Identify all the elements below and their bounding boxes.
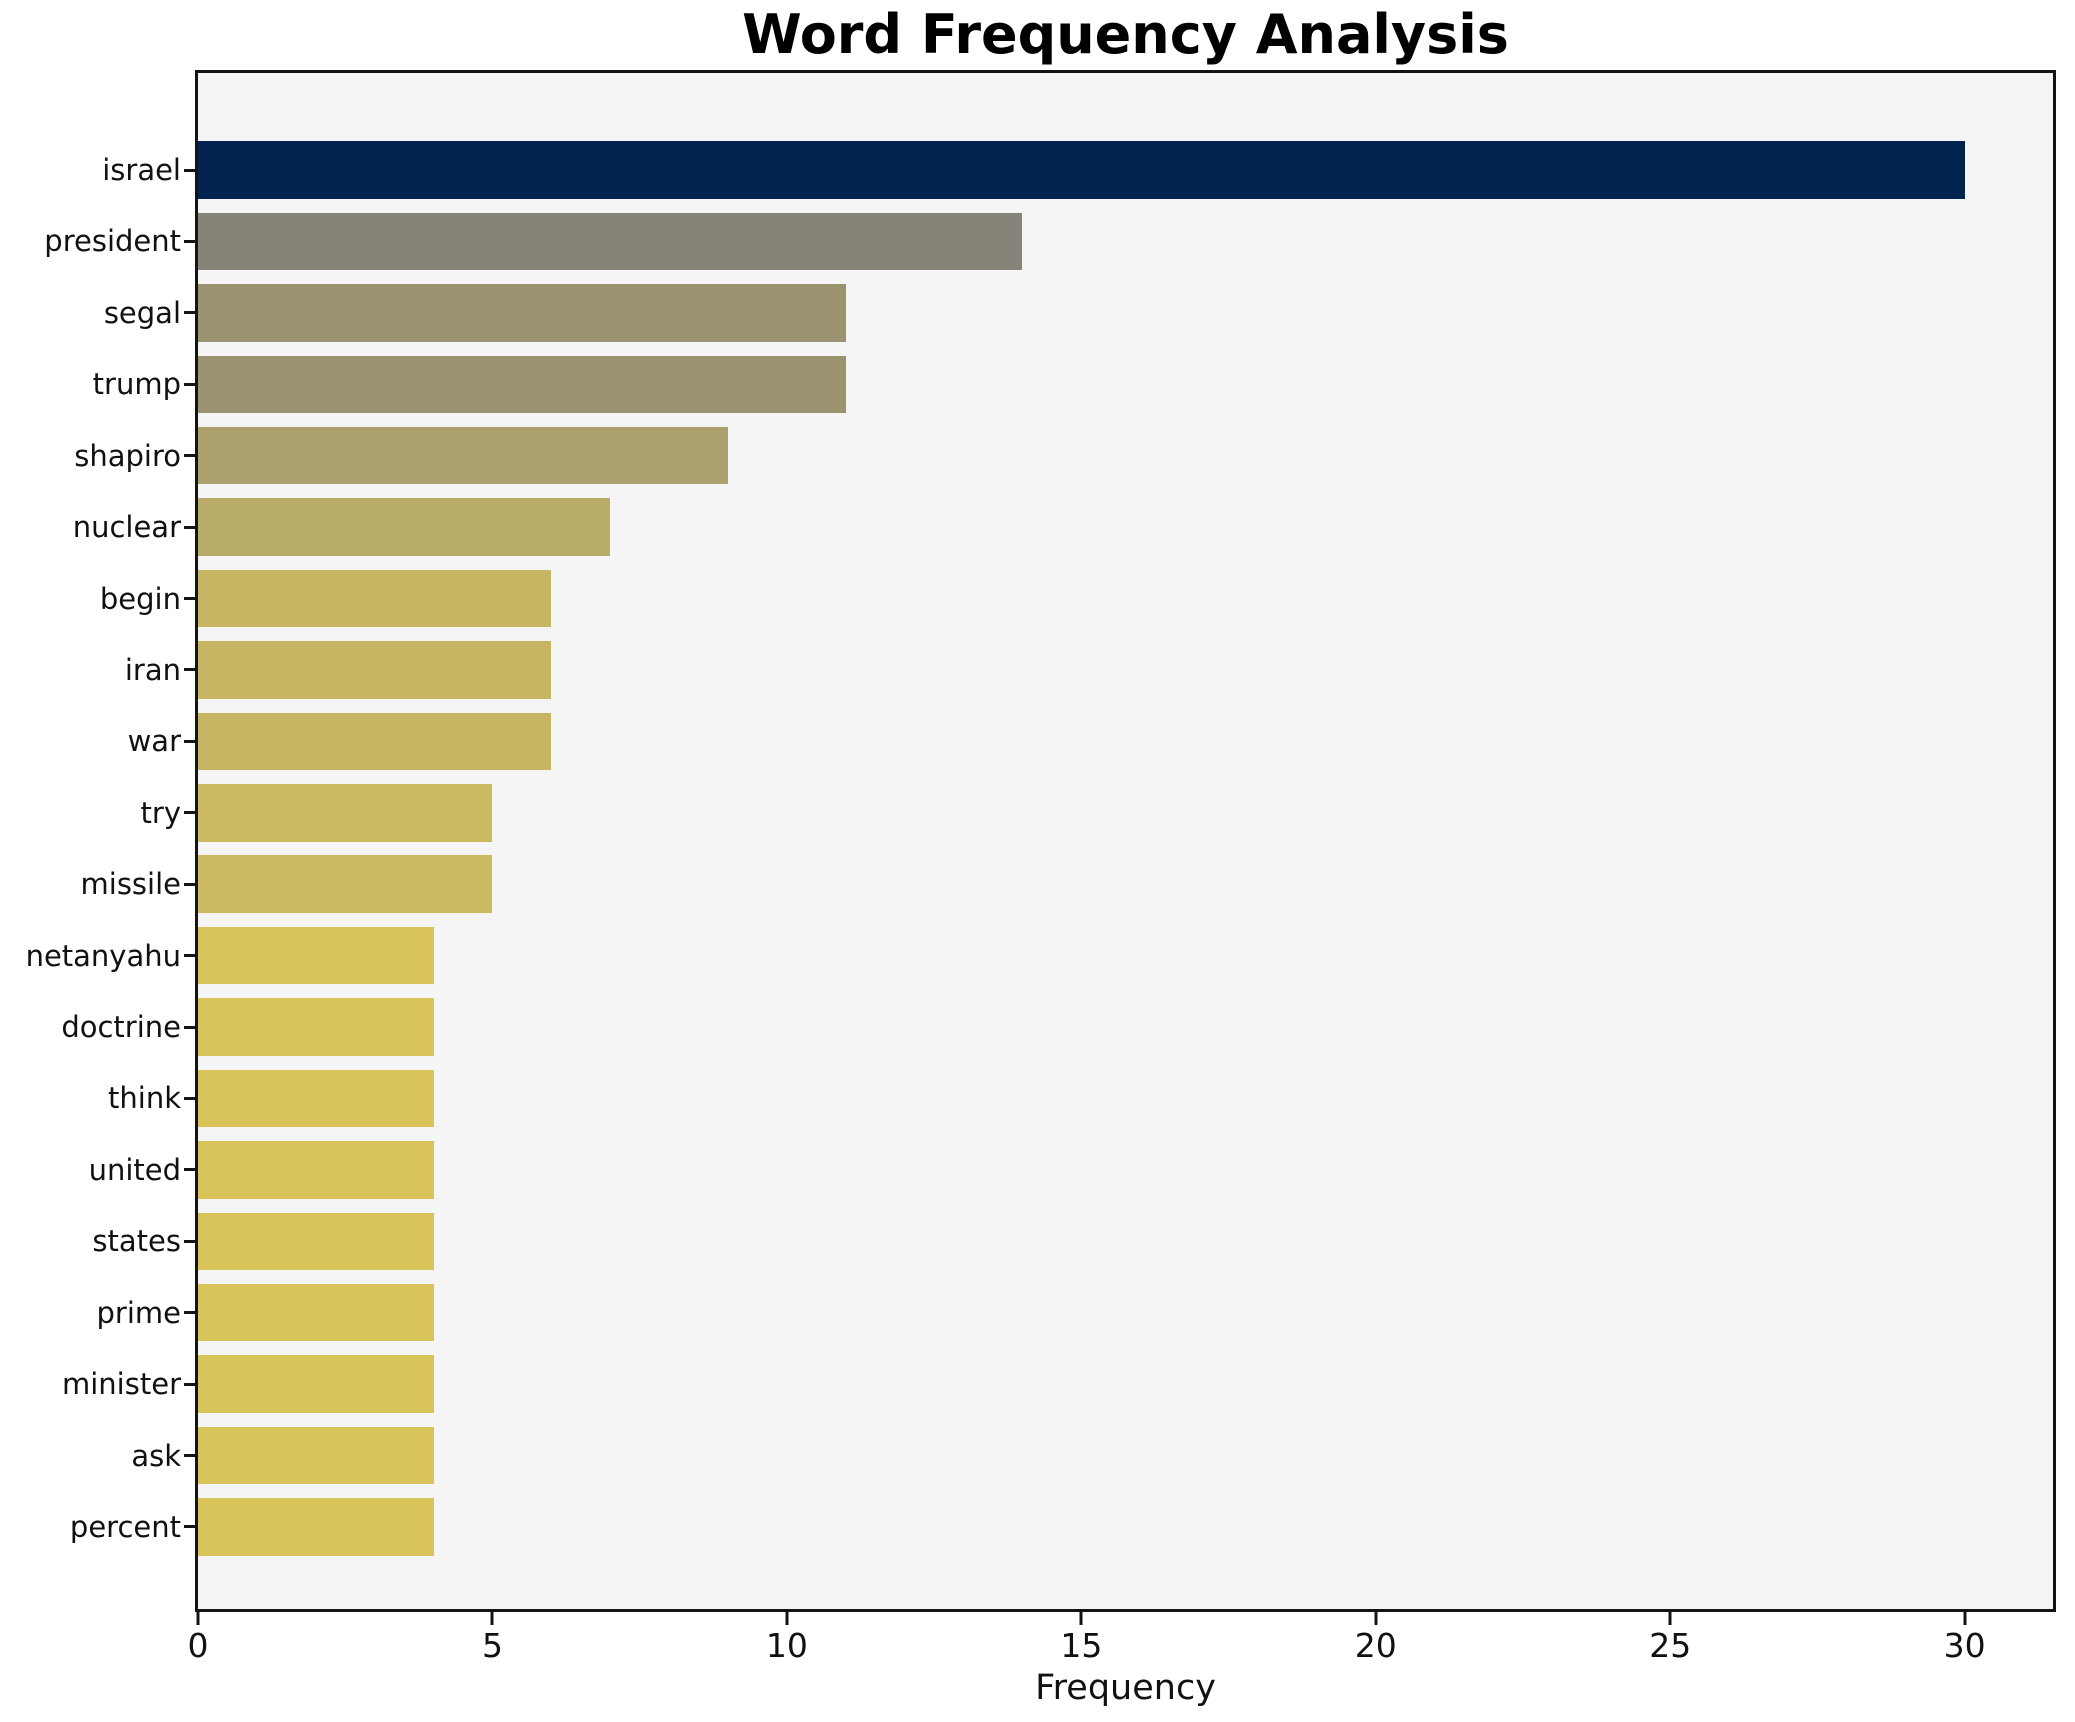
y-tick-label-missile: missile (80, 867, 181, 902)
bar-ask (198, 1426, 434, 1485)
y-tick-label-trump: trump (92, 367, 181, 402)
x-tick-mark (1374, 1612, 1378, 1625)
y-tick-mark (184, 1525, 195, 1529)
chart-title: Word Frequency Analysis (742, 3, 1509, 66)
y-tick-mark (184, 739, 195, 743)
y-tick-label-begin: begin (99, 581, 181, 616)
y-tick-label-netanyahu: netanyahu (25, 938, 181, 973)
bar-begin (198, 569, 552, 628)
y-tick-mark (184, 954, 195, 958)
y-tick-label-doctrine: doctrine (61, 1010, 181, 1045)
y-tick-label-united: united (88, 1152, 181, 1187)
bar-think (198, 1069, 434, 1128)
y-tick-mark (184, 1454, 195, 1458)
bar-trump (198, 355, 846, 413)
y-tick-label-states: states (92, 1224, 181, 1259)
bar-percent (198, 1498, 434, 1556)
y-tick-mark (184, 1096, 195, 1100)
y-tick-label-war: war (127, 724, 181, 759)
bar-states (198, 1212, 434, 1271)
bar-nuclear (198, 498, 611, 556)
bar-war (198, 712, 552, 771)
y-tick-label-ask: ask (131, 1438, 181, 1473)
x-tick-label-10: 10 (765, 1626, 808, 1665)
bar-president (198, 212, 1023, 271)
y-tick-label-try: try (140, 795, 181, 830)
x-tick-label-0: 0 (187, 1626, 209, 1665)
y-tick-mark (184, 1168, 195, 1172)
x-tick-mark (785, 1612, 789, 1625)
x-tick-label-20: 20 (1354, 1626, 1397, 1665)
bar-doctrine (198, 998, 434, 1056)
bar-missile (198, 855, 493, 913)
bar-united (198, 1141, 434, 1199)
y-tick-mark (184, 882, 195, 886)
x-tick-label-30: 30 (1943, 1626, 1986, 1665)
y-tick-label-prime: prime (96, 1295, 181, 1330)
x-tick-mark (1963, 1612, 1967, 1625)
y-tick-mark (184, 239, 195, 243)
x-tick-mark (1079, 1612, 1083, 1625)
y-tick-mark (184, 454, 195, 458)
bar-shapiro (198, 426, 728, 485)
y-tick-mark (184, 311, 195, 315)
x-tick-label-25: 25 (1649, 1626, 1692, 1665)
x-tick-label-15: 15 (1060, 1626, 1103, 1665)
bar-segal (198, 284, 846, 342)
y-tick-mark (184, 1382, 195, 1386)
y-tick-mark (184, 668, 195, 672)
y-tick-label-segal: segal (103, 295, 181, 330)
bar-prime (198, 1283, 434, 1342)
bar-try (198, 784, 493, 842)
y-tick-mark (184, 811, 195, 815)
y-tick-label-nuclear: nuclear (72, 510, 181, 545)
bar-iran (198, 641, 552, 699)
y-tick-mark (184, 525, 195, 529)
y-tick-mark (184, 1239, 195, 1243)
y-tick-label-minister: minister (62, 1367, 181, 1402)
x-axis-title: Frequency (1035, 1668, 1216, 1708)
x-tick-mark (1668, 1612, 1672, 1625)
y-tick-label-shapiro: shapiro (74, 438, 181, 473)
y-tick-label-percent: percent (69, 1509, 181, 1544)
bar-israel (198, 141, 1965, 199)
y-tick-label-president: president (44, 224, 181, 259)
y-tick-mark (184, 597, 195, 601)
y-tick-mark (184, 382, 195, 386)
bar-netanyahu (198, 926, 434, 985)
y-tick-label-iran: iran (124, 652, 181, 687)
bar-minister (198, 1355, 434, 1413)
y-tick-label-think: think (108, 1081, 181, 1116)
y-tick-mark (184, 1025, 195, 1029)
y-tick-mark (184, 168, 195, 172)
plot-area (195, 70, 2056, 1612)
x-tick-mark (196, 1612, 200, 1625)
x-tick-mark (490, 1612, 494, 1625)
y-tick-label-israel: israel (102, 153, 181, 187)
x-tick-label-5: 5 (481, 1626, 503, 1665)
y-tick-mark (184, 1311, 195, 1315)
